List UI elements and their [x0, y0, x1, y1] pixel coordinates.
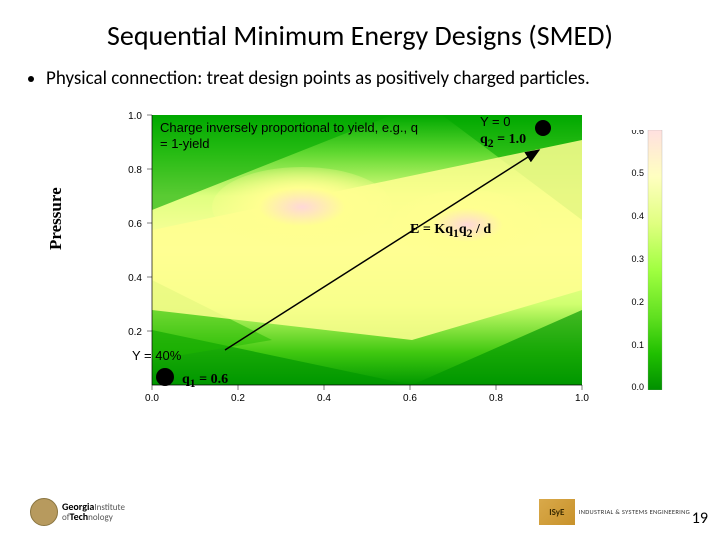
svg-text:0.0: 0.0	[631, 382, 644, 390]
svg-text:0.3: 0.3	[631, 254, 644, 264]
charge-annotation: Charge inversely proportional to yield, …	[160, 120, 420, 153]
isye-box-icon: ISyE	[539, 499, 575, 525]
bullet-item: Physical connection: treat design points…	[0, 61, 720, 100]
svg-text:1.0: 1.0	[575, 393, 589, 404]
isye-logo: ISyE INDUSTRIAL & SYSTEMS ENGINEERING	[539, 499, 690, 525]
svg-text:0.4: 0.4	[631, 211, 644, 221]
page-number: 19	[692, 509, 708, 528]
svg-text:0.4: 0.4	[128, 273, 142, 284]
svg-text:0.4: 0.4	[317, 393, 331, 404]
y0-annotation: Y = 0	[480, 114, 510, 129]
bullet-dot-icon	[28, 76, 34, 82]
georgia-tech-logo: GeorgiaInstitute ofTechnology	[30, 498, 125, 526]
svg-text:0.2: 0.2	[231, 393, 245, 404]
slide-title: Sequential Minimum Energy Designs (SMED)	[0, 0, 720, 61]
svg-text:0.0: 0.0	[145, 393, 159, 404]
particle-q1	[156, 368, 174, 386]
heatmap-chart: 0.0 0.2 0.4 0.6 0.8 1.0 0.2 0.4 0.6 0.8 …	[112, 110, 592, 405]
svg-text:0.6: 0.6	[631, 130, 644, 136]
q1-annotation: q1 = 0.6	[182, 372, 228, 390]
svg-text:1.0: 1.0	[128, 111, 142, 122]
svg-text:0.8: 0.8	[489, 393, 503, 404]
colorbar: 0.6 0.5 0.4 0.3 0.2 0.1 0.0	[626, 130, 678, 390]
q2-annotation: q2 = 1.0	[480, 132, 526, 150]
svg-text:0.6: 0.6	[128, 219, 142, 230]
svg-text:0.1: 0.1	[631, 340, 644, 350]
svg-text:0.5: 0.5	[631, 168, 644, 178]
svg-text:0.6: 0.6	[403, 393, 417, 404]
svg-text:0.8: 0.8	[128, 165, 142, 176]
particle-q2	[535, 120, 551, 136]
svg-text:0.2: 0.2	[631, 297, 644, 307]
chart-region: Pressure	[40, 100, 680, 440]
svg-text:0.2: 0.2	[128, 327, 142, 338]
seal-icon	[30, 498, 58, 526]
y-ticks: 0.2 0.4 0.6 0.8 1.0	[128, 111, 152, 338]
y-axis-label: Pressure	[46, 187, 66, 250]
slide-footer: GeorgiaInstitute ofTechnology ISyE INDUS…	[0, 492, 720, 532]
y40-annotation: Y = 40%	[132, 348, 181, 363]
energy-formula: E = Kq1q2 / d	[410, 222, 491, 240]
bullet-text: Physical connection: treat design points…	[46, 67, 590, 90]
